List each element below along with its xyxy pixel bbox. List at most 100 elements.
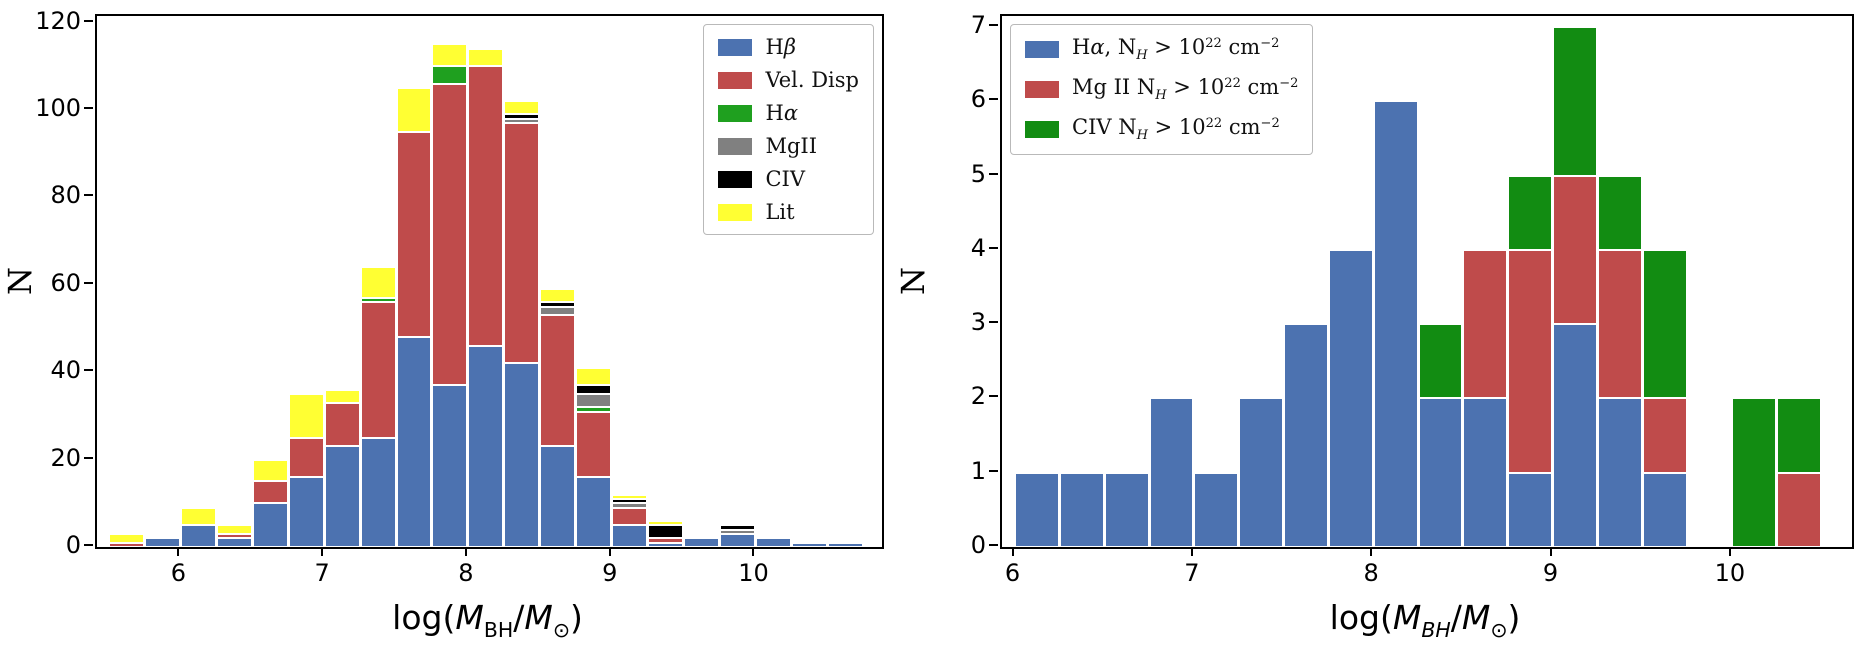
bar-segment (252, 481, 288, 504)
y-tick-mark (989, 469, 998, 472)
x-tick-label: 10 (1714, 559, 1746, 587)
plot-area: Hβ Vel. Disp Hα MgII CIV Lit (95, 14, 884, 549)
x-tick-label: 8 (458, 559, 474, 587)
y-tick-mark (989, 321, 998, 324)
x-axis-label: log(MBH/M⊙) (1000, 598, 1850, 642)
x-tick-mark (752, 547, 755, 556)
text-segment: α (783, 101, 798, 125)
y-tick-label: 0 (970, 531, 986, 559)
bar-segment (396, 131, 432, 338)
legend-swatch (718, 203, 753, 221)
bar-segment (648, 525, 684, 539)
y-axis-label: N (1, 267, 39, 295)
legend-label: CIV (765, 167, 805, 191)
bar-segment (396, 88, 432, 132)
legend-label: MgII (765, 134, 817, 158)
legend-entry: Hβ (718, 35, 859, 59)
legend-label: CIV NH > 1022 cm−2 (1072, 115, 1280, 143)
text-segment: > 10 (1147, 35, 1206, 59)
bar-segment (504, 101, 540, 115)
y-tick-mark (989, 98, 998, 101)
text-segment: CIV N (1072, 115, 1137, 140)
y-tick-mark (84, 19, 93, 22)
bar-segment (612, 503, 648, 508)
text-segment: 22 (1205, 35, 1222, 51)
legend-entry: Lit (718, 200, 859, 224)
bar-segment (576, 394, 612, 408)
legend-label: Hα (765, 101, 798, 125)
legend-swatch (718, 38, 753, 56)
bar-segment (576, 385, 612, 395)
bar-segment (1284, 324, 1328, 547)
legend-entry: Hα (718, 101, 859, 125)
y-tick-mark (989, 246, 998, 249)
bar-segment (1149, 398, 1194, 547)
text-segment: > 10 (1147, 115, 1206, 140)
text-segment: −2 (1260, 35, 1280, 51)
y-tick-mark (989, 172, 998, 175)
bar-segment (1597, 398, 1642, 547)
y-tick-mark (989, 24, 998, 27)
y-tick-label: 40 (50, 356, 81, 385)
bar-segment (1597, 175, 1642, 250)
bar-segment (288, 394, 324, 438)
text-segment: Lit (765, 200, 795, 224)
bar-segment (1463, 249, 1508, 399)
x-tick-mark (177, 547, 180, 556)
y-tick-label: 1 (970, 456, 986, 485)
text-segment: ) (1507, 598, 1521, 637)
bar-segment (648, 520, 684, 526)
text-segment: ) (569, 598, 583, 637)
legend-swatch (1025, 80, 1059, 98)
y-tick-label: 80 (50, 181, 81, 210)
text-segment: / (1450, 598, 1462, 637)
bar-segment (360, 267, 396, 298)
bar-segment (432, 385, 468, 547)
bar-segment (1597, 249, 1642, 399)
text-segment: M (1461, 598, 1491, 637)
bar-segment (504, 363, 540, 547)
text-segment: Mg II N (1072, 75, 1156, 100)
y-tick-mark (84, 456, 93, 459)
bar-segment (432, 44, 468, 67)
y-tick-label: 3 (970, 308, 986, 337)
text-segment: MgII (765, 134, 818, 158)
legend-swatch (718, 170, 753, 188)
x-tick-label: 7 (1184, 559, 1200, 587)
bar-segment (288, 437, 324, 478)
bar-segment (1463, 398, 1508, 547)
y-tick-label: 120 (35, 6, 81, 35)
bar-segment (252, 459, 288, 482)
bar-segment (468, 345, 504, 547)
bar-segment (324, 389, 360, 403)
legend-swatch (718, 137, 753, 155)
legend: Hβ Vel. Disp Hα MgII CIV Lit (703, 24, 874, 235)
legend-swatch (1025, 40, 1059, 58)
y-tick-label: 100 (35, 93, 81, 122)
text-segment: M (455, 598, 484, 637)
x-tick-label: 9 (1542, 559, 1559, 587)
legend: Hα, NH > 1022 cm−2 Mg II NH > 1022 cm−2 CI… (1010, 24, 1314, 155)
bar-segment (1553, 175, 1597, 325)
bar-segment (1059, 472, 1104, 547)
bar-segment (396, 337, 432, 547)
legend-label: Hβ (765, 35, 795, 59)
x-tick-mark (321, 547, 324, 556)
text-segment: H (765, 101, 784, 125)
bar-segment (720, 529, 755, 534)
bar-segment (432, 83, 468, 386)
bar-segment (180, 525, 216, 547)
text-segment: > 10 (1166, 75, 1225, 100)
bar-segment (1508, 472, 1553, 547)
bar-segment (432, 66, 468, 84)
x-tick-mark (1190, 547, 1193, 556)
bar-segment (504, 123, 540, 364)
text-segment: BH (483, 618, 514, 643)
legend-swatch (718, 104, 753, 122)
bar-segment (1642, 472, 1687, 547)
legend-entry: CIV (718, 167, 859, 191)
bar-segment (791, 542, 827, 547)
text-segment: H (1155, 88, 1167, 104)
